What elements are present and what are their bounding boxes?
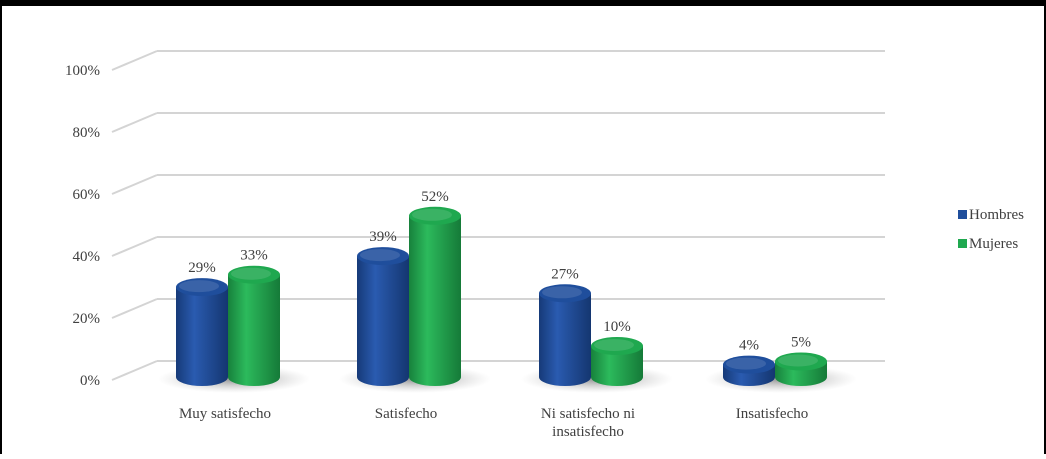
y-tick-label: 100% bbox=[65, 63, 100, 79]
bar-top bbox=[539, 284, 591, 303]
bar-top-highlight bbox=[412, 208, 452, 221]
bar-base bbox=[357, 368, 409, 386]
data-label: 5% bbox=[791, 335, 811, 351]
legend-label: Mujeres bbox=[969, 236, 1018, 252]
x-tick-label: Ni satisfecho ni bbox=[541, 406, 635, 422]
bar-top bbox=[723, 355, 775, 374]
gridline-depth bbox=[111, 360, 158, 381]
y-tick-label: 0% bbox=[80, 373, 100, 389]
data-label: 4% bbox=[739, 338, 759, 354]
bar bbox=[409, 206, 461, 386]
bar-top-highlight bbox=[726, 357, 766, 370]
gridline-depth bbox=[111, 112, 158, 133]
x-tick-label: Muy satisfecho bbox=[179, 406, 271, 422]
x-tick-label: insatisfecho bbox=[552, 424, 624, 440]
gridline-depth bbox=[111, 298, 158, 319]
bar-base bbox=[591, 368, 643, 386]
gridline-depth bbox=[111, 50, 158, 71]
bar-base bbox=[775, 368, 827, 386]
legend-item: Hombres bbox=[958, 207, 1024, 223]
bar-body bbox=[357, 256, 409, 377]
bar bbox=[357, 247, 409, 386]
data-label: 39% bbox=[369, 229, 397, 245]
data-label: 29% bbox=[188, 260, 216, 276]
data-label: 52% bbox=[421, 189, 449, 205]
bar-top bbox=[357, 247, 409, 266]
bar bbox=[775, 352, 827, 386]
bar-top-highlight bbox=[778, 354, 818, 367]
bar-base bbox=[228, 368, 280, 386]
bar-body bbox=[409, 215, 461, 377]
bar-base bbox=[409, 368, 461, 386]
bar-top bbox=[591, 337, 643, 355]
bar-top-highlight bbox=[179, 280, 219, 293]
bar-body bbox=[228, 274, 280, 377]
bar bbox=[228, 265, 280, 386]
legend-item: Mujeres bbox=[958, 236, 1018, 252]
y-tick-label: 60% bbox=[73, 187, 101, 203]
bar-top-highlight bbox=[542, 286, 582, 299]
y-tick-label: 20% bbox=[73, 311, 101, 327]
bar-base bbox=[176, 368, 228, 386]
bar-base bbox=[539, 368, 591, 386]
bar-base bbox=[723, 368, 775, 386]
bar-top-highlight bbox=[360, 249, 400, 262]
gridline-depth bbox=[111, 236, 158, 257]
bar-top bbox=[775, 352, 827, 371]
bar bbox=[539, 284, 591, 386]
bar-top bbox=[176, 278, 228, 297]
y-tick-label: 80% bbox=[73, 125, 101, 141]
x-tick-label: Satisfecho bbox=[375, 406, 437, 422]
bar-top bbox=[228, 265, 280, 284]
data-label: 27% bbox=[551, 266, 579, 282]
gridline-depth bbox=[111, 174, 158, 195]
data-label: 33% bbox=[240, 248, 268, 264]
bar-top-highlight bbox=[231, 267, 271, 280]
legend-swatch bbox=[958, 239, 967, 248]
bar bbox=[176, 278, 228, 386]
bar-chart: 0% 20% 40% 60% 80% 100% 29% 33% Muy satisfecho 3… bbox=[65, 50, 1024, 440]
bar bbox=[723, 355, 775, 386]
legend-swatch bbox=[958, 210, 967, 219]
bar-top bbox=[409, 206, 461, 225]
x-tick-label: Insatisfecho bbox=[736, 406, 808, 422]
legend-label: Hombres bbox=[969, 207, 1024, 223]
bar-body bbox=[176, 287, 228, 377]
bar-body bbox=[539, 293, 591, 377]
data-label: 10% bbox=[603, 319, 631, 335]
y-tick-label: 40% bbox=[73, 249, 101, 265]
bar bbox=[591, 337, 643, 386]
bar-top-highlight bbox=[594, 339, 634, 351]
